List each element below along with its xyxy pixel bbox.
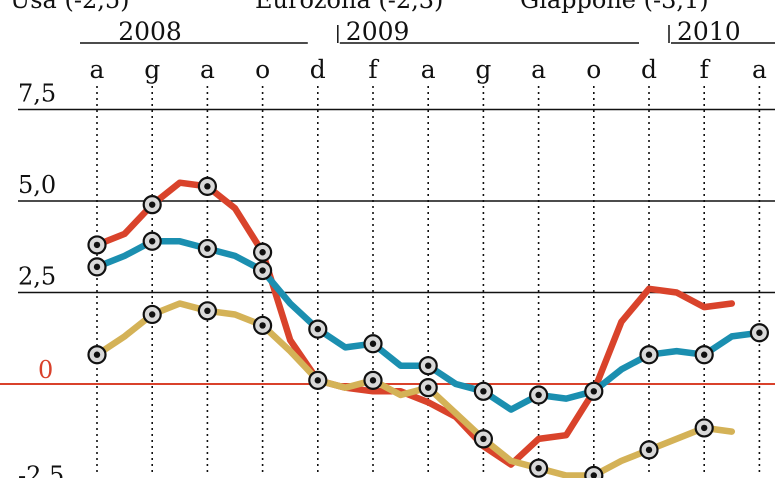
data-point bbox=[528, 458, 549, 478]
data-point bbox=[473, 381, 493, 401]
y-tick-label: 0 bbox=[38, 356, 53, 384]
data-point bbox=[639, 345, 659, 365]
data-point-center bbox=[590, 472, 597, 478]
data-point-center bbox=[480, 435, 487, 443]
data-point-center bbox=[535, 391, 542, 399]
data-point bbox=[584, 465, 604, 478]
data-point-center bbox=[314, 325, 321, 333]
data-point-center bbox=[645, 351, 653, 358]
month-label: o bbox=[255, 55, 270, 84]
month-label: a bbox=[752, 55, 767, 84]
data-point-center bbox=[149, 238, 156, 245]
data-point-center bbox=[93, 263, 101, 271]
data-point bbox=[253, 260, 273, 281]
month-label: o bbox=[586, 55, 601, 84]
y-tick-label: -2,5 bbox=[18, 462, 64, 478]
data-point bbox=[142, 231, 162, 251]
data-point-center bbox=[204, 245, 211, 252]
series-line bbox=[93, 300, 736, 478]
data-point-center bbox=[93, 241, 101, 249]
data-point-center bbox=[590, 388, 597, 395]
data-point-center bbox=[259, 322, 266, 329]
data-point bbox=[308, 370, 328, 390]
data-point bbox=[363, 334, 383, 354]
data-point-center bbox=[701, 424, 708, 432]
data-point-center bbox=[480, 388, 487, 395]
year-label: 2008 bbox=[118, 17, 182, 46]
data-point bbox=[87, 345, 107, 365]
data-point-center bbox=[425, 384, 432, 391]
month-label: f bbox=[368, 55, 379, 84]
data-point-center bbox=[259, 249, 266, 256]
data-point bbox=[197, 301, 217, 321]
data-point bbox=[87, 257, 107, 277]
month-label: d bbox=[641, 55, 657, 84]
y-tick-label: 7,5 bbox=[18, 80, 56, 108]
legend-entry: Eurozona (-2,3) bbox=[255, 0, 443, 14]
month-label: a bbox=[421, 55, 436, 84]
month-label: f bbox=[700, 55, 711, 84]
month-label: a bbox=[90, 55, 105, 84]
data-point bbox=[584, 381, 604, 401]
data-point bbox=[253, 315, 273, 336]
data-point-center bbox=[259, 267, 266, 274]
legend-entry: Giappone (-3,1) bbox=[520, 0, 709, 14]
data-point bbox=[308, 319, 328, 339]
data-point-center bbox=[535, 464, 542, 472]
month-label: g bbox=[475, 55, 491, 84]
data-point-center bbox=[204, 307, 211, 314]
legend-entry: Usa (-2,5) bbox=[10, 0, 129, 14]
data-point-center bbox=[369, 340, 377, 347]
data-point bbox=[142, 195, 162, 215]
data-point bbox=[87, 235, 107, 255]
data-point-center bbox=[425, 362, 432, 369]
data-point-center bbox=[149, 311, 156, 318]
y-tick-label: 5,0 bbox=[18, 171, 56, 199]
data-point bbox=[749, 323, 770, 343]
data-point bbox=[694, 418, 714, 438]
data-point-center bbox=[204, 183, 211, 190]
month-label: a bbox=[200, 55, 215, 84]
month-label: a bbox=[531, 55, 546, 84]
data-point bbox=[197, 176, 217, 196]
data-point bbox=[363, 370, 383, 390]
data-point bbox=[639, 440, 659, 460]
data-point bbox=[418, 356, 438, 376]
series-lines bbox=[93, 179, 763, 478]
data-point bbox=[418, 378, 438, 398]
data-point-center bbox=[93, 351, 101, 358]
series-line bbox=[93, 179, 736, 468]
series-markers bbox=[87, 176, 770, 478]
data-point-center bbox=[645, 446, 653, 454]
data-point bbox=[197, 238, 217, 259]
data-point-center bbox=[149, 201, 156, 208]
data-point bbox=[473, 429, 493, 449]
month-label: d bbox=[310, 55, 326, 84]
data-point-center bbox=[701, 351, 708, 358]
data-point bbox=[142, 304, 162, 325]
y-tick-label: 2,5 bbox=[18, 263, 56, 291]
month-label: g bbox=[144, 55, 160, 84]
data-point-center bbox=[756, 329, 763, 336]
data-point-center bbox=[314, 377, 321, 384]
data-point bbox=[528, 385, 549, 405]
data-point-center bbox=[369, 377, 377, 384]
data-point bbox=[694, 345, 714, 365]
data-point bbox=[253, 242, 273, 262]
legend: Usa (-2,5) Eurozona (-2,3) Giappone (-3,1) bbox=[10, 0, 709, 14]
year-label: 2009 bbox=[346, 17, 410, 46]
axes: 2008 2009 2010 a g a o d f a g a o d f a 7,5 5,0 2,5 0 -2,5 bbox=[0, 17, 775, 478]
year-label: 2010 bbox=[677, 17, 741, 46]
